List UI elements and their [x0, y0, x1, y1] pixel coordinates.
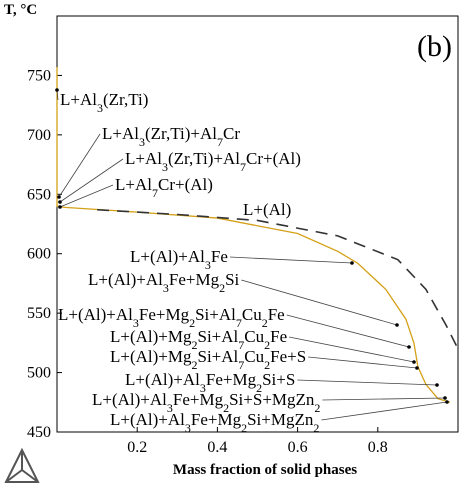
annotation-arrow	[321, 401, 448, 421]
x-axis-label: Mass fraction of solid phases	[173, 462, 357, 478]
y-axis-label: T, °C	[4, 2, 37, 18]
arrow-head	[57, 195, 61, 199]
annotation-arrow	[308, 356, 418, 369]
logo	[4, 447, 40, 483]
x-tick-label: 0.6	[288, 439, 308, 456]
y-tick-label: 450	[27, 424, 51, 441]
annotation-arrow	[229, 256, 353, 264]
annotation: L+(Al)+Al3Fe+Mg2Si+S	[125, 370, 295, 395]
x-tick-label: 0.4	[207, 439, 227, 456]
annotation: L+(Al)+Mg2Si+Al7Cu2Fe	[110, 327, 287, 352]
annotation: L+(Al)+Mg2Si+Al7Cu2Fe+S	[110, 347, 306, 372]
annotation-arrow	[286, 314, 410, 348]
arrow-head	[412, 360, 416, 364]
arrow-head	[415, 366, 419, 370]
y-tick-label: 500	[27, 365, 51, 382]
y-tick-label: 650	[27, 186, 51, 203]
annotation-arrow	[289, 336, 415, 363]
arrow-head	[443, 396, 447, 400]
arrow-head	[55, 88, 59, 92]
arrow-head	[435, 383, 439, 387]
annotation: L+(Al)+Al3Fe	[130, 247, 228, 272]
y-tick-label: 600	[27, 246, 51, 263]
arrow-head	[58, 200, 62, 204]
y-tick-label: 750	[27, 67, 51, 84]
arrow-head	[407, 345, 411, 349]
panel-label: (b)	[417, 30, 452, 63]
arrow-head	[445, 400, 449, 404]
annotation-arrow	[58, 133, 101, 198]
x-tick-label: 0.2	[127, 439, 147, 456]
annotation: L+Al3(Zr,Ti)+Al7Cr	[102, 124, 240, 149]
annotation-arrow	[59, 184, 114, 208]
annotation: L+(Al)+Al3Fe+Mg2Si+S+MgZn2	[92, 390, 320, 415]
annotation-arrow	[59, 158, 124, 203]
curve	[56, 67, 451, 403]
annotation: L+(Al)+Al3Fe+Mg2Si	[88, 270, 240, 295]
arrow-head	[395, 323, 399, 327]
annotation: L+Al3(Zr,Ti)+Al7Cr+(Al)	[125, 149, 301, 174]
annotation-arrow	[297, 379, 438, 386]
annotation-arrow	[241, 279, 398, 326]
annotation: L+(Al)+Al3Fe+Mg2Si+Al7Cu2Fe	[58, 305, 285, 330]
arrow-head	[350, 261, 354, 265]
annotation: L+Al7Cr+(Al)	[115, 175, 213, 200]
curve	[97, 208, 459, 350]
x-tick-label: 0.8	[368, 439, 388, 456]
arrow-head	[58, 205, 62, 209]
annotation: L+(Al)	[243, 200, 291, 219]
plot-frame	[56, 15, 459, 433]
annotation: L+Al3(Zr,Ti)	[60, 90, 148, 115]
y-tick-label: 550	[27, 305, 51, 322]
annotation: L+(Al)+Al3Fe+Mg2Si+MgZn2	[110, 410, 319, 435]
y-tick-label: 700	[27, 127, 51, 144]
annotation-arrow	[322, 397, 446, 401]
